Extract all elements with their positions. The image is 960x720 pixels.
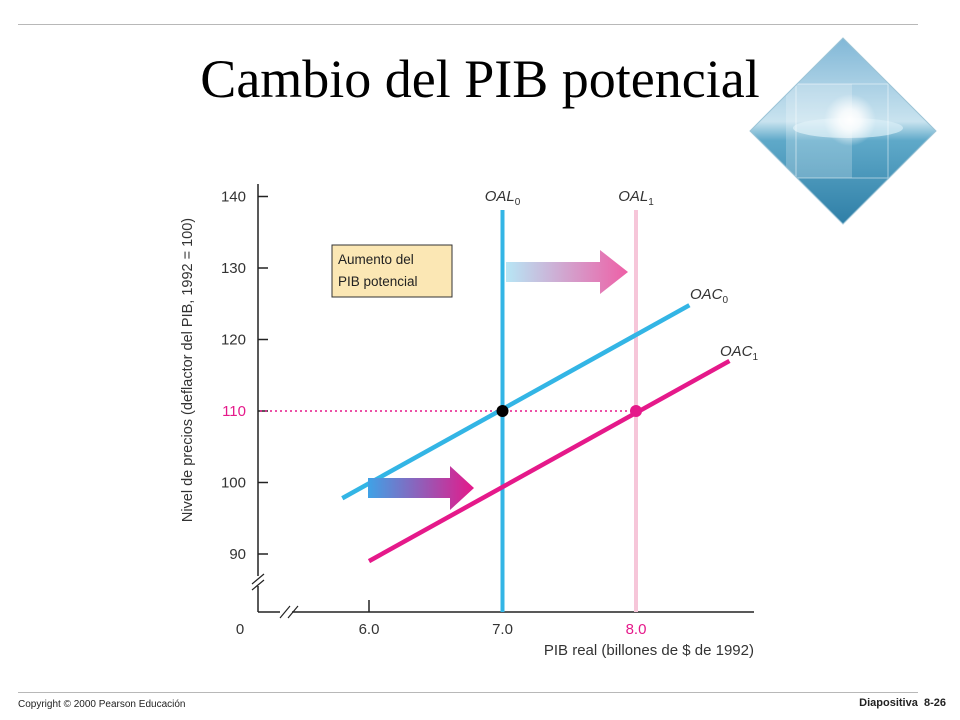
y-tick-label: 100	[221, 475, 246, 492]
oac-1-label: OAC1	[720, 343, 759, 363]
bottom-rule	[18, 692, 918, 693]
slide-number-value: 8-26	[923, 697, 946, 709]
y-ticks: 90 100 110 120 130 140	[221, 189, 268, 563]
y-tick-label: 110	[222, 403, 246, 420]
equilibrium-points	[496, 405, 642, 417]
slide-label: Diapositiva	[859, 697, 918, 709]
origin-label: 0	[236, 621, 244, 638]
y-tick-label: 120	[221, 332, 246, 349]
top-rule	[18, 24, 918, 25]
oac-0-label: OAC0	[690, 286, 729, 306]
y-tick-label: 130	[221, 260, 246, 277]
x-tick-label: 6.0	[359, 621, 380, 638]
slide-title: Cambio del PIB potencial	[200, 49, 760, 109]
decorative-ocean-image	[749, 37, 937, 225]
shift-arrow-oac	[368, 466, 474, 510]
x-tick-label: 7.0	[492, 621, 513, 638]
y-axis-break-1	[251, 573, 265, 585]
copyright-text: Copyright © 2000 Pearson Educación	[18, 699, 186, 710]
annotation-line-1: Aumento del	[338, 252, 414, 267]
oac-series: OAC0 OAC1	[341, 286, 759, 564]
oac-1-line	[367, 358, 731, 564]
y-tick-label: 90	[229, 546, 246, 563]
x-axis-break-2	[287, 605, 299, 619]
oal-0-label: OAL0	[485, 188, 521, 208]
y-axis-label: Nivel de precios (deflactor del PIB, 199…	[180, 218, 196, 522]
slide-number: Diapositiva 8-26	[859, 697, 946, 709]
annotation-line-2: PIB potencial	[338, 274, 418, 289]
shift-arrow-oal	[506, 250, 628, 294]
oal-1-label: OAL1	[618, 188, 654, 208]
x-axis-label: PIB real (billones de $ de 1992)	[544, 642, 754, 659]
y-axis-break-2	[251, 579, 265, 591]
oac-0-line	[341, 303, 691, 501]
y-tick-label: 140	[221, 189, 246, 206]
annotation-box	[331, 244, 453, 298]
x-ticks: 6.0 7.0 8.0	[359, 600, 647, 638]
equilibrium-point-0	[496, 405, 509, 417]
x-tick-label: 8.0	[626, 621, 647, 638]
x-axis-break-1	[279, 605, 291, 619]
oal-lines: OAL0 OAL1	[485, 188, 654, 612]
equilibrium-point-1	[630, 405, 642, 417]
